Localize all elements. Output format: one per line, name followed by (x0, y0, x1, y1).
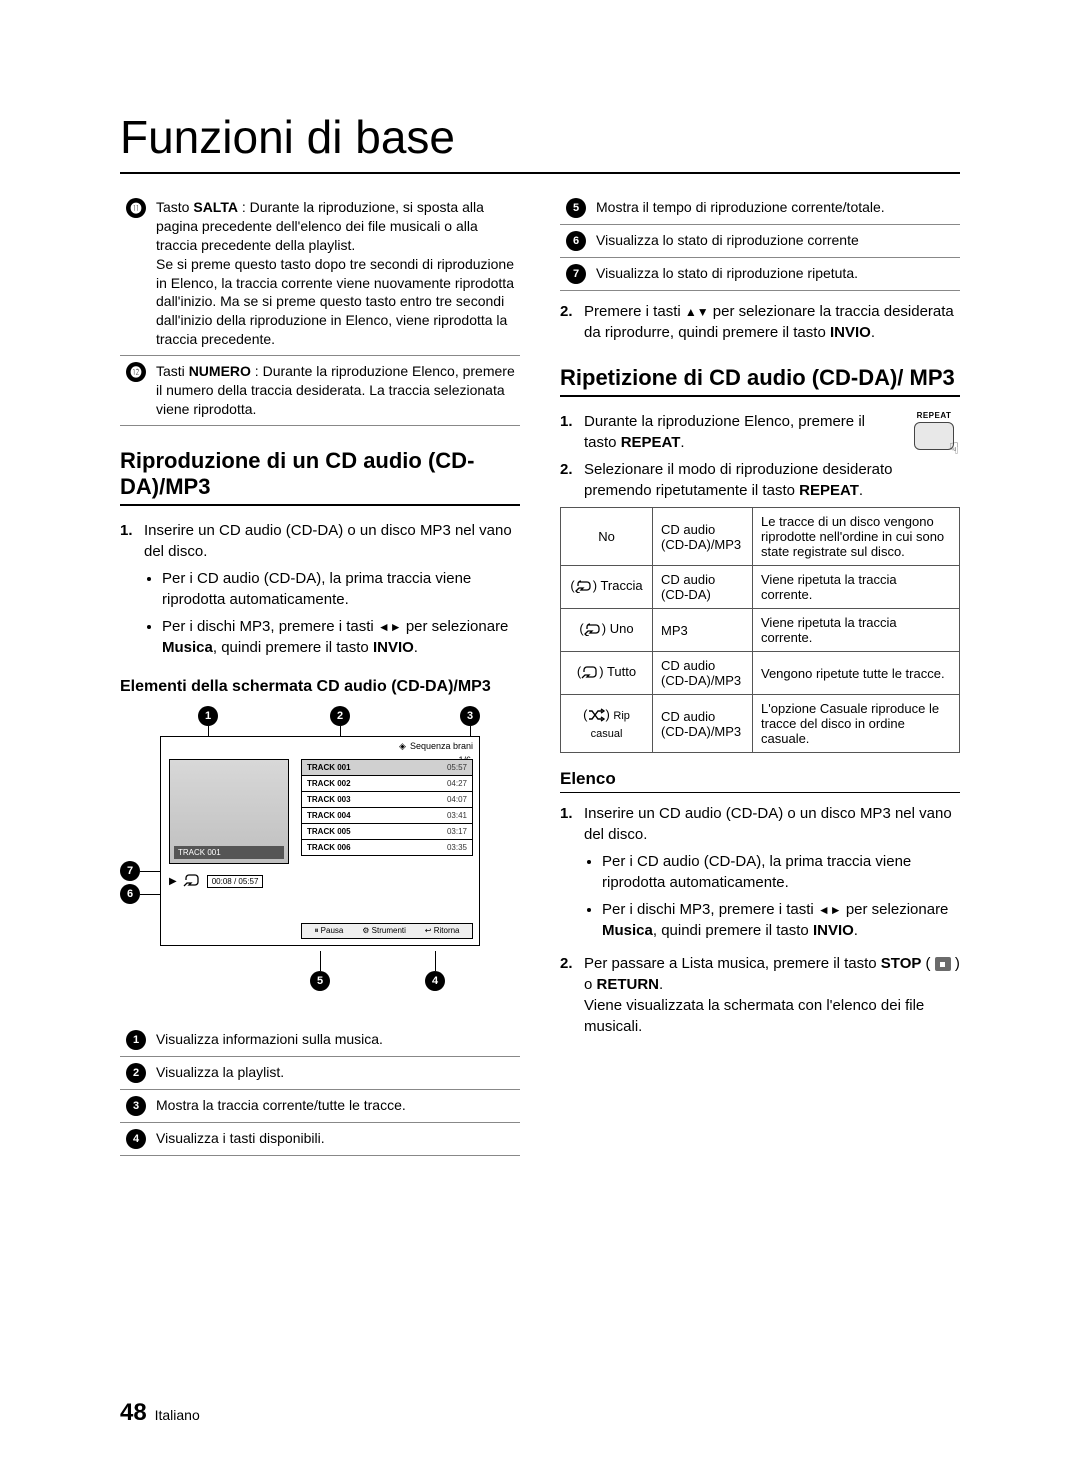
callout-3: 3 (460, 706, 480, 726)
ref-desc-11: Tasto SALTA : Durante la riproduzione, s… (152, 192, 520, 356)
ref-table-bottom-left: 1 Visualizza informazioni sulla musica. … (120, 1024, 520, 1156)
ref-badge-7: 7 (566, 264, 586, 284)
page-number: 48 (120, 1399, 147, 1426)
shuffle-icon (587, 708, 605, 725)
step1-text: Inserire un CD audio (CD-DA) o un disco … (144, 522, 512, 560)
ref-desc-4: Visualizza i tasti disponibili. (152, 1122, 520, 1155)
step1-bullet1: Per i CD audio (CD-DA), la prima traccia… (162, 568, 520, 610)
elenco-steps: 1. Inserire un CD audio (CD-DA) o un dis… (560, 803, 960, 1037)
callout-6: 6 (120, 884, 140, 904)
ss-header-label: Sequenza brani (410, 741, 473, 751)
ref-desc-1: Visualizza informazioni sulla musica. (152, 1024, 520, 1057)
ref-badge-12: ⓬ (126, 362, 146, 382)
repeat-one-icon (584, 622, 602, 639)
pause-icon: ⏸ (314, 926, 318, 935)
ref-badge-4: 4 (126, 1129, 146, 1149)
callout-2: 2 (330, 706, 350, 726)
callout-1: 1 (198, 706, 218, 726)
right-column: 5 Mostra il tempo di riproduzione corren… (560, 192, 960, 1156)
ref-desc-3: Mostra la traccia corrente/tutte le trac… (152, 1089, 520, 1122)
screen-elements-heading: Elementi della schermata CD audio (CD-DA… (120, 678, 520, 696)
diamond-icon: ◈ (399, 741, 406, 752)
ss-track-row: TRACK 00105:57 (301, 759, 473, 776)
left-right-icon (818, 901, 842, 918)
ref-badge-11: ⓫ (126, 198, 146, 218)
ss-track-row: TRACK 00304:07 (301, 792, 473, 808)
repeat-icon (183, 873, 201, 890)
mode-no: No (561, 508, 653, 566)
repeat-track-icon (575, 579, 593, 596)
repeat-button-graphic: REPEAT ☟ (908, 411, 960, 450)
repeat-label: REPEAT (908, 411, 960, 420)
ref-badge-5: 5 (566, 198, 586, 218)
ss-track-row: TRACK 00403:41 (301, 808, 473, 824)
ref-desc-6: Visualizza lo stato di riproduzione corr… (592, 225, 960, 258)
ref-badge-1: 1 (126, 1030, 146, 1050)
ref-badge-3: 3 (126, 1096, 146, 1116)
ss-track-row: TRACK 00603:35 (301, 840, 473, 856)
callout-7: 7 (120, 861, 140, 881)
ref-table-top-left: ⓫ Tasto SALTA : Durante la riproduzione,… (120, 192, 520, 426)
callout-5: 5 (310, 971, 330, 991)
left-column: ⓫ Tasto SALTA : Durante la riproduzione,… (120, 192, 520, 1156)
hand-icon: ☟ (949, 439, 959, 459)
mode-no-type: CD audio (CD-DA)/MP3 (653, 508, 753, 566)
playback-steps: 1. Inserire un CD audio (CD-DA) o un dis… (120, 520, 520, 664)
mode-no-desc: Le tracce di un disco vengono riprodotte… (753, 508, 960, 566)
callout-4: 4 (425, 971, 445, 991)
ss-tracklist: TRACK 00105:57TRACK 00204:27TRACK 00304:… (301, 759, 473, 856)
ss-track-row: TRACK 00503:17 (301, 824, 473, 840)
repeat-all-icon (581, 665, 599, 682)
ref-desc-5: Mostra il tempo di riproduzione corrente… (592, 192, 960, 225)
ss-bottom-bar: ⏸ Pausa ⚙ Strumenti ↩ Ritorna (301, 923, 473, 939)
ss-album-art: TRACK 001 (169, 759, 289, 864)
ref-desc-12: Tasti NUMERO : Durante la riproduzione E… (152, 356, 520, 426)
repeat-steps: 1.Durante la riproduzione Elenco, premer… (560, 411, 960, 501)
page-language: Italiano (155, 1407, 200, 1423)
ss-time-indicator: 00:08 / 05:57 (207, 875, 264, 888)
stop-icon (935, 957, 951, 971)
ref-desc-7: Visualizza lo stato di riproduzione ripe… (592, 258, 960, 291)
right-step2: 2. Premere i tasti per selezionare la tr… (560, 301, 960, 343)
section-heading-elenco: Elenco (560, 769, 960, 793)
page-title: Funzioni di base (120, 110, 960, 174)
repeat-modes-table: No CD audio (CD-DA)/MP3 Le tracce di un … (560, 507, 960, 753)
return-icon: ↩ (425, 926, 432, 935)
ref-badge-6: 6 (566, 231, 586, 251)
up-down-icon (685, 303, 709, 320)
step1-bullet2: Per i dischi MP3, premere i tasti per se… (162, 616, 520, 658)
ref-table-top-right: 5 Mostra il tempo di riproduzione corren… (560, 192, 960, 291)
play-icon: ▶ (169, 876, 177, 887)
left-right-icon (378, 618, 402, 635)
section-heading-repeat: Ripetizione di CD audio (CD-DA)/ MP3 (560, 365, 960, 397)
ref-badge-2: 2 (126, 1063, 146, 1083)
ss-track-row: TRACK 00204:27 (301, 776, 473, 792)
tools-icon: ⚙ (362, 926, 369, 935)
ss-current-track: TRACK 001 (174, 846, 284, 859)
ref-desc-2: Visualizza la playlist. (152, 1056, 520, 1089)
section-heading-playback: Riproduzione di un CD audio (CD-DA)/MP3 (120, 448, 520, 506)
page-footer: 48 Italiano (120, 1399, 200, 1427)
cd-screen-diagram: 1 2 3 7 6 5 4 ◈ Sequenza brani 1/6 TRAC (120, 706, 520, 1016)
